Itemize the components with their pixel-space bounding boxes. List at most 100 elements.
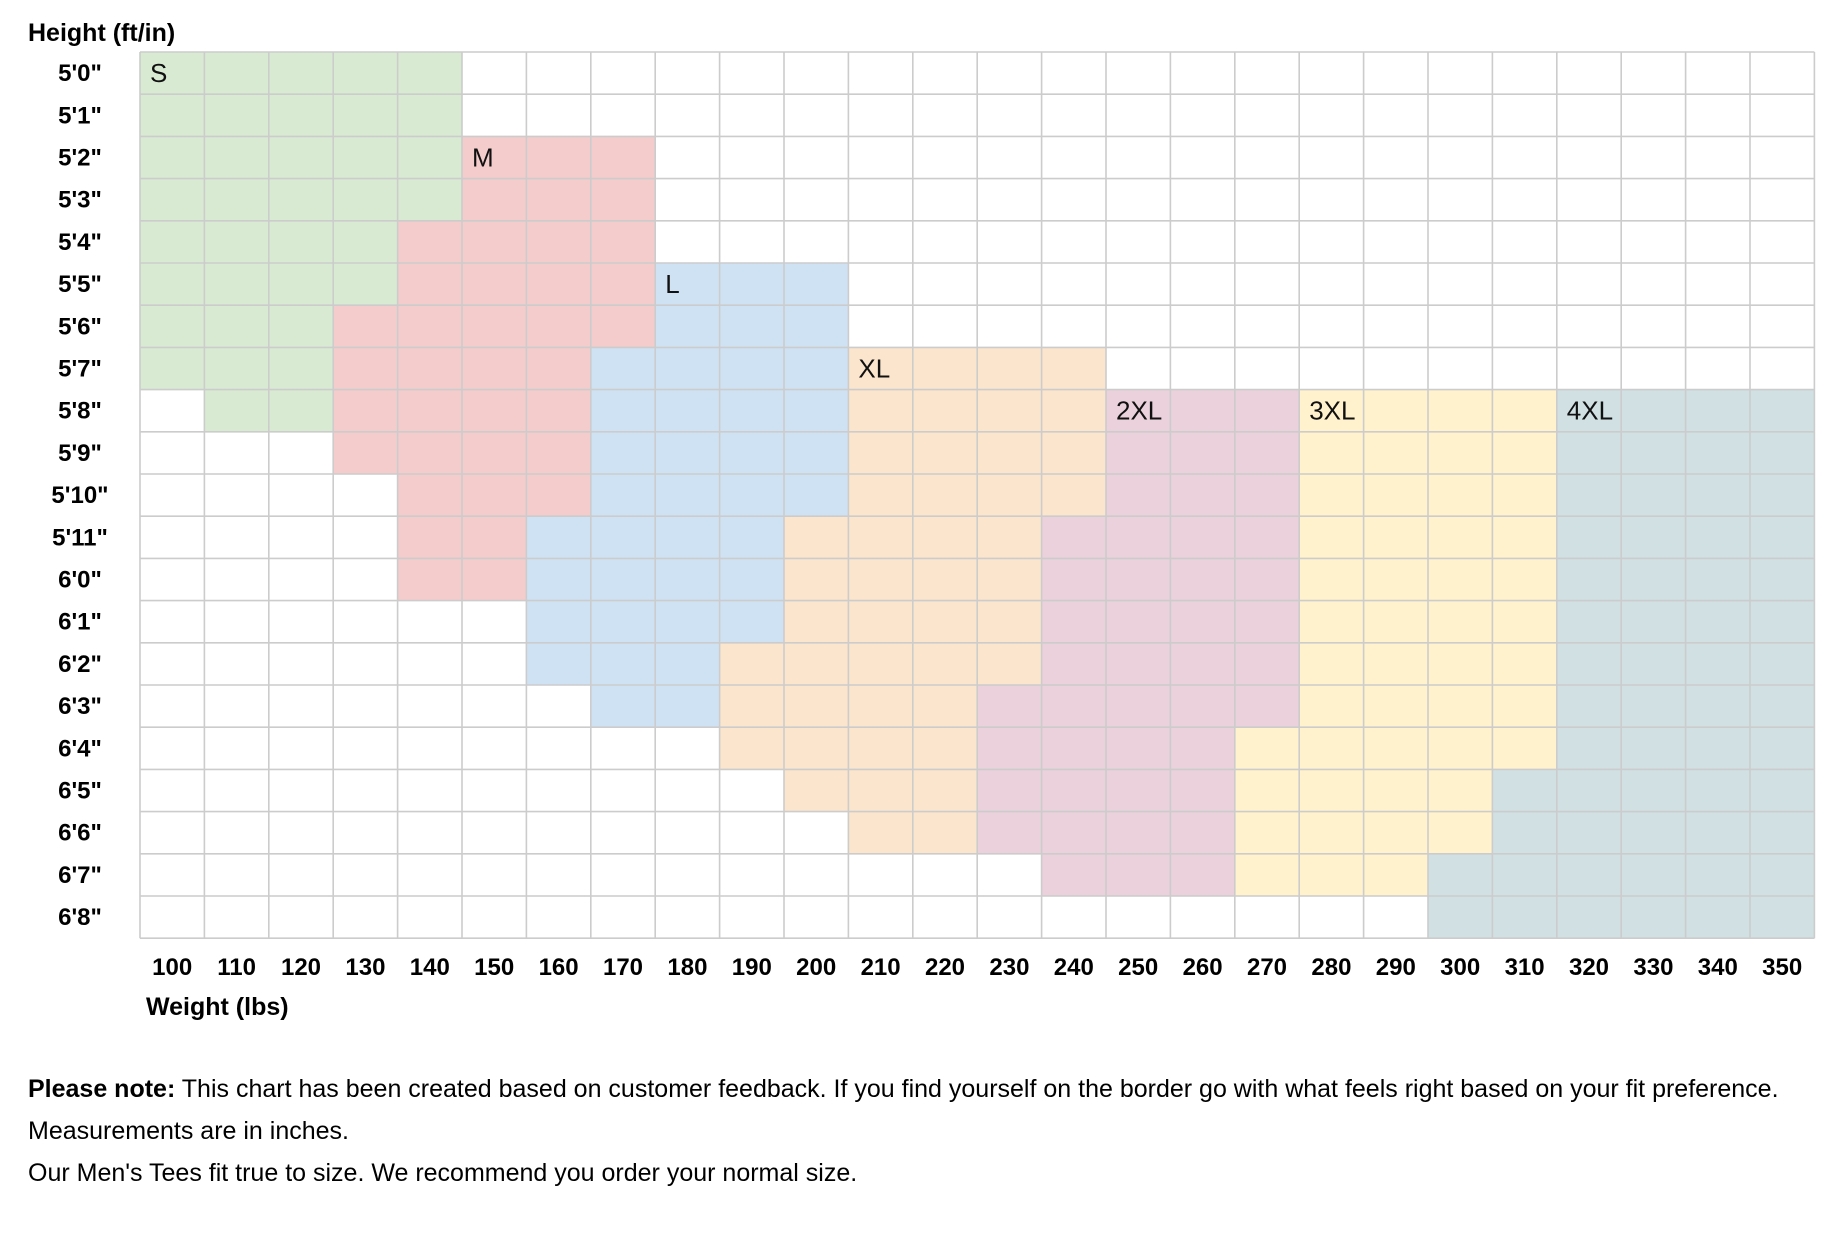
size-cell-3xl	[1492, 727, 1557, 770]
size-cell-s	[204, 347, 269, 390]
size-cell-3xl	[1428, 642, 1493, 685]
y-tick-label: 6'8"	[58, 904, 102, 931]
size-cell-2xl	[1106, 769, 1171, 812]
size-cell-m	[526, 474, 591, 517]
size-cell-4xl	[1750, 600, 1815, 643]
size-cell-m	[526, 136, 591, 179]
size-cell-4xl	[1556, 389, 1622, 432]
size-cell-4xl	[1621, 853, 1686, 896]
size-cell-3xl	[1299, 769, 1364, 812]
size-cell-s	[140, 305, 205, 348]
size-cell-s	[140, 263, 205, 306]
note-text: This chart has been created based on cus…	[175, 1075, 1779, 1103]
size-cell-xl	[1041, 347, 1106, 390]
size-cell-xl	[912, 727, 978, 770]
size-cell-m	[333, 347, 398, 390]
size-cell-xl	[848, 811, 913, 854]
size-cell-l	[526, 600, 591, 643]
size-cell-2xl	[977, 727, 1042, 770]
size-cell-m	[590, 263, 656, 306]
size-cell-m	[397, 558, 462, 601]
size-cell-4xl	[1556, 811, 1622, 854]
size-cell-m	[397, 263, 462, 306]
y-tick-label: 5'8"	[58, 398, 102, 425]
size-cell-l	[590, 389, 656, 432]
size-cell-xl	[719, 727, 784, 770]
size-cell-4xl	[1556, 685, 1622, 728]
size-cell-3xl	[1363, 516, 1428, 559]
size-cell-l	[526, 642, 591, 685]
size-cell-xl	[977, 389, 1042, 432]
size-cell-m	[333, 389, 398, 432]
size-cell-2xl	[1041, 516, 1106, 559]
size-cell-2xl	[1106, 431, 1171, 474]
size-cell-xl	[848, 642, 913, 685]
x-tick-label: 190	[732, 954, 772, 981]
size-cell-m	[397, 474, 462, 517]
size-cell-2xl	[1106, 558, 1171, 601]
x-tick-label: 100	[152, 954, 192, 981]
size-cell-l	[590, 474, 656, 517]
size-cell-l	[719, 600, 784, 643]
x-tick-label: 280	[1311, 954, 1351, 981]
y-tick-label: 5'1"	[58, 102, 102, 129]
size-cell-m	[462, 305, 527, 348]
size-cell-3xl	[1299, 811, 1364, 854]
x-tick-label: 110	[217, 954, 256, 981]
size-cell-m	[462, 220, 527, 263]
size-cell-s	[204, 263, 269, 306]
size-cell-3xl	[1234, 811, 1300, 854]
size-cell-3xl	[1428, 516, 1493, 559]
size-cell-m	[333, 431, 398, 474]
size-cell-3xl	[1428, 558, 1493, 601]
notes-section: Please note: This chart has been created…	[28, 1073, 1788, 1199]
size-cell-3xl	[1299, 685, 1364, 728]
size-cell-xl	[848, 389, 913, 432]
size-cell-4xl	[1556, 431, 1622, 474]
size-cell-3xl	[1299, 600, 1364, 643]
x-tick-label: 170	[603, 954, 643, 981]
size-cell-3xl	[1299, 431, 1364, 474]
size-cell-4xl	[1621, 685, 1686, 728]
size-cell-m	[462, 516, 527, 559]
size-cell-s	[268, 94, 334, 137]
size-cell-l	[719, 558, 784, 601]
size-cell-4xl	[1621, 769, 1686, 812]
size-cell-3xl	[1234, 853, 1300, 896]
size-cell-3xl	[1363, 811, 1428, 854]
y-tick-label: 6'7"	[58, 862, 102, 889]
size-cell-l	[590, 516, 656, 559]
size-cell-m	[462, 178, 527, 221]
size-cell-4xl	[1685, 600, 1750, 643]
size-cell-l	[590, 685, 656, 728]
size-cell-2xl	[1106, 811, 1171, 854]
y-tick-label: 5'0"	[58, 60, 102, 87]
size-cell-2xl	[1234, 389, 1300, 432]
size-cell-4xl	[1556, 853, 1622, 896]
size-cell-2xl	[1234, 516, 1300, 559]
size-cell-xl	[912, 769, 978, 812]
size-cell-2xl	[1041, 600, 1106, 643]
size-cell-3xl	[1428, 389, 1493, 432]
size-cell-m	[590, 136, 656, 179]
size-cell-m	[462, 558, 527, 601]
size-cell-4xl	[1750, 558, 1815, 601]
size-cell-4xl	[1621, 431, 1686, 474]
size-label-2xl: 2XL	[1116, 396, 1162, 426]
size-label-xl: XL	[858, 354, 890, 384]
size-cell-2xl	[1234, 474, 1300, 517]
size-cell-l	[655, 558, 720, 601]
size-cell-4xl	[1750, 811, 1815, 854]
size-cell-l	[655, 685, 720, 728]
size-cell-s	[140, 52, 205, 95]
size-cell-4xl	[1750, 769, 1815, 812]
size-cell-l	[655, 600, 720, 643]
size-cell-2xl	[1106, 474, 1171, 517]
size-cell-4xl	[1556, 558, 1622, 601]
size-cell-4xl	[1750, 431, 1815, 474]
size-cell-l	[719, 431, 784, 474]
y-tick-label: 5'7"	[58, 356, 102, 383]
size-cell-2xl	[1234, 685, 1300, 728]
size-cell-l	[719, 263, 784, 306]
size-cell-m	[526, 347, 591, 390]
